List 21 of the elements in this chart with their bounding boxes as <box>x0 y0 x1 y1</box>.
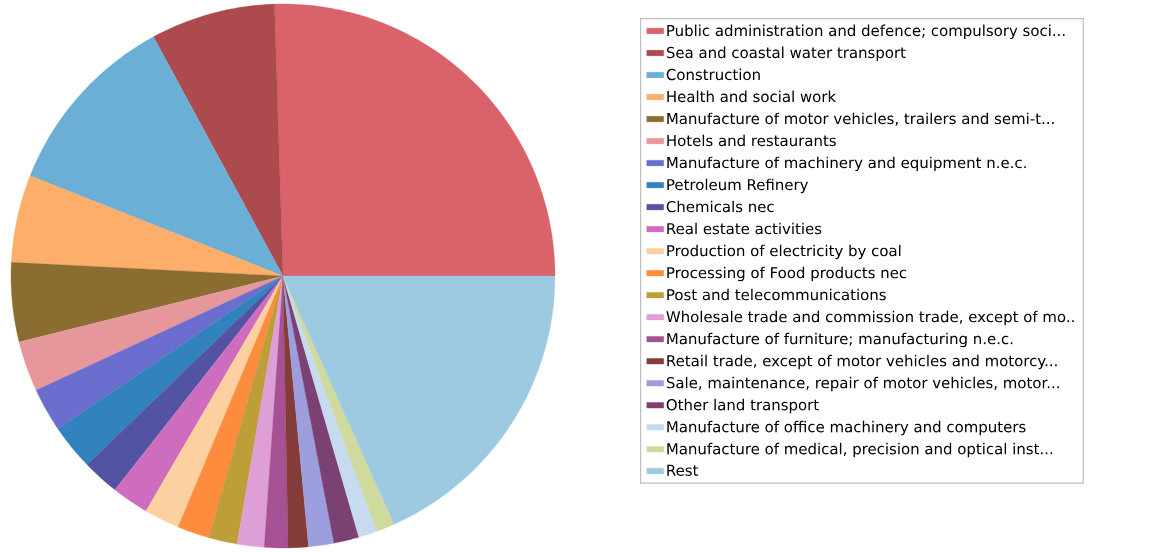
legend-label: Other land transport <box>666 398 819 414</box>
legend-label: Post and telecommunications <box>667 288 886 301</box>
legend-label: Public administration and defence; compulsory soci... <box>667 24 1065 40</box>
legend-label: Construction <box>666 68 760 81</box>
legend-label: Manufacture of medical, precision and optical inst... <box>667 442 1053 458</box>
legend-label: Chemicals nec <box>666 200 774 213</box>
legend-label: Manufacture of office machinery and computers <box>667 420 1026 436</box>
legend-label: Sale, maintenance, repair of motor vehicles, motor... <box>666 376 1059 392</box>
legend-label: Petroleum Refinery <box>667 178 809 194</box>
legend-label: Retail trade, except of motor vehicles and motorcy... <box>667 354 1057 370</box>
legend-label: Manufacture of furniture; manufacturing n.e.c. <box>667 332 1013 348</box>
legend-label: Manufacture of motor vehicles, trailers and semi-t... <box>667 112 1054 126</box>
legend-label: Rest <box>667 464 699 476</box>
legend-label: Manufacture of machinery and equipment n.e.c. <box>667 156 1026 172</box>
legend-label: Production of electricity by coal <box>667 244 901 260</box>
legend-label: Real estate activities <box>667 222 822 235</box>
legend-label: Hotels and restaurants <box>667 134 836 147</box>
legend-label: Wholesale trade and commission trade, except of mo.. <box>666 310 1074 326</box>
legend-label: Sea and coastal water transport <box>666 46 906 62</box>
legend-label: Processing of Food products nec <box>667 266 907 282</box>
legend-label: Health and social work <box>667 90 837 103</box>
